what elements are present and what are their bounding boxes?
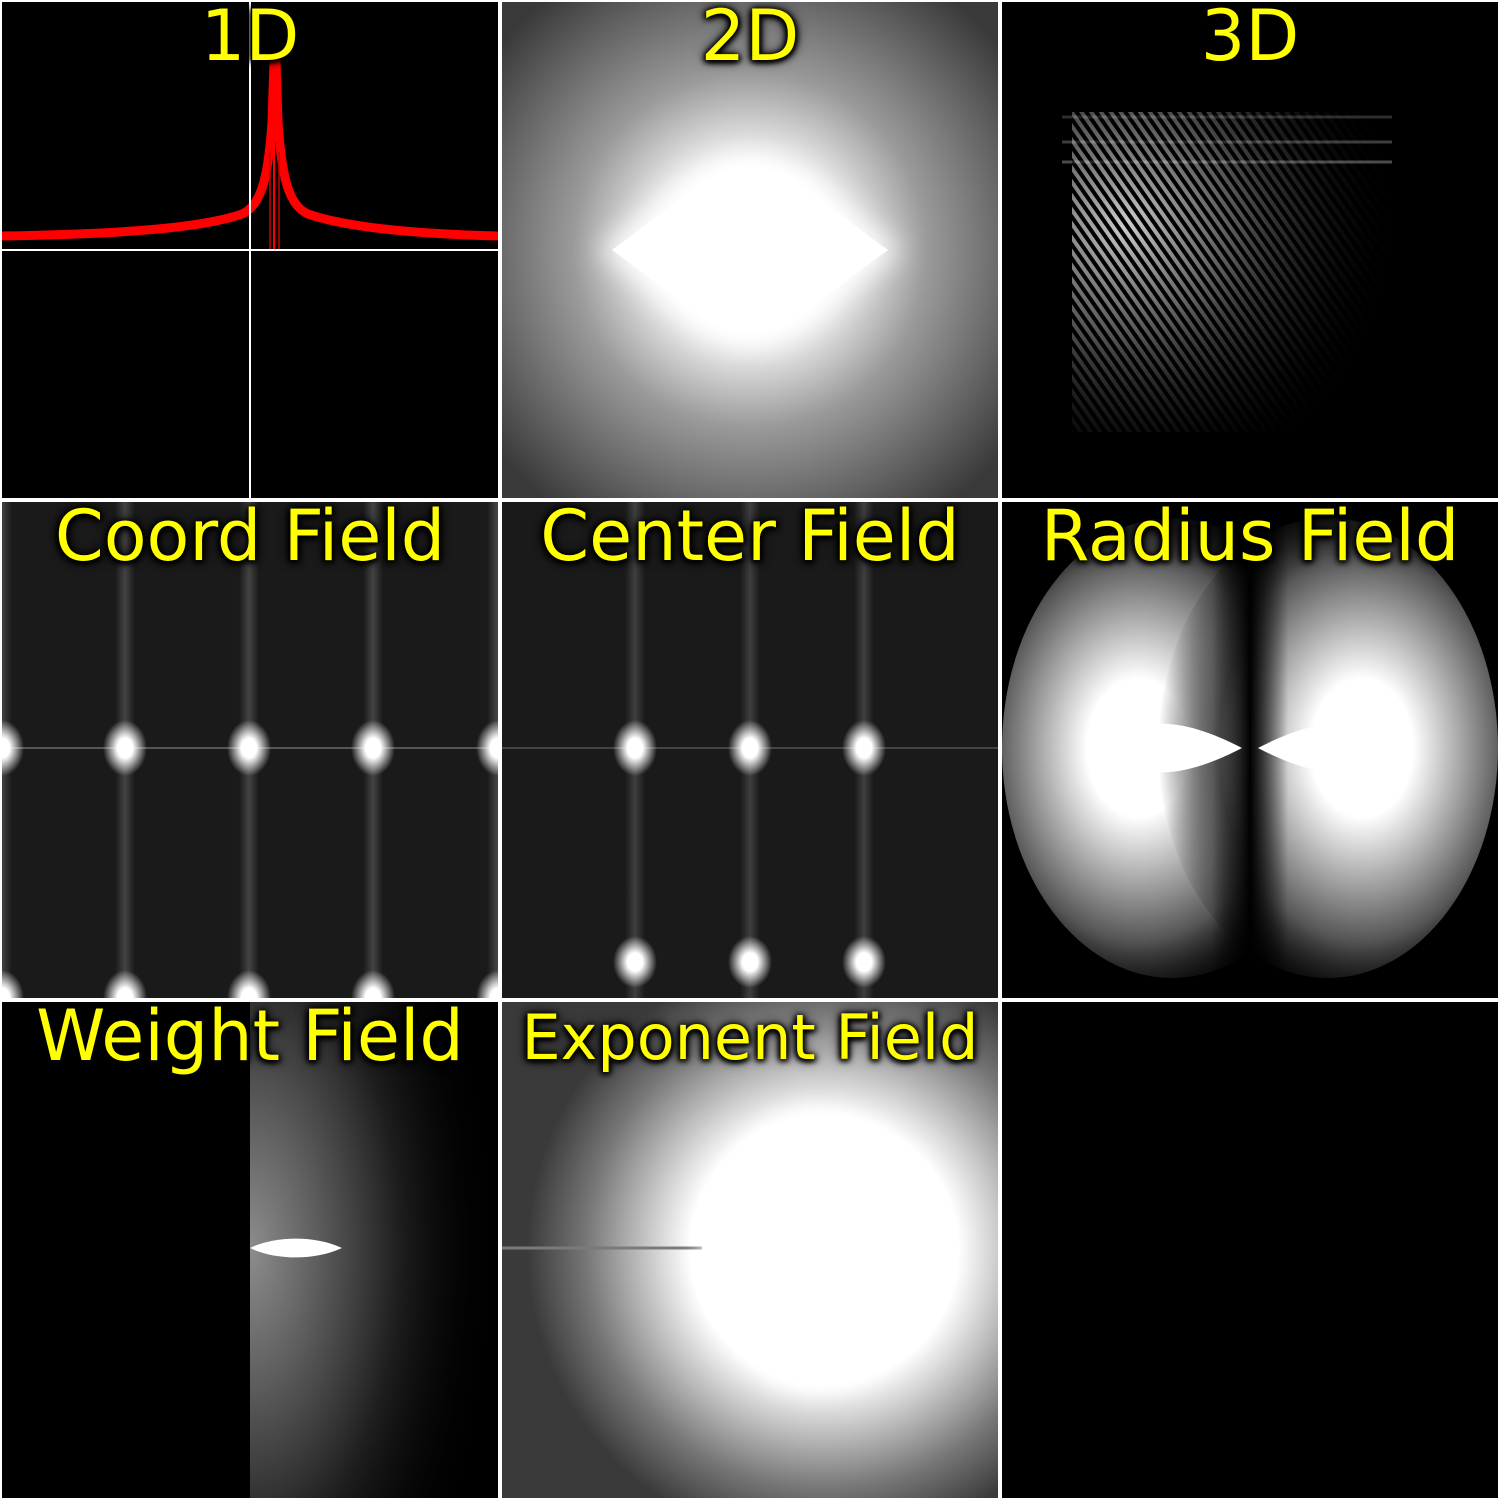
image-2d <box>502 2 998 498</box>
panel-2d: 2D <box>502 2 998 498</box>
image-exponent-field <box>502 1002 998 1498</box>
panel-title: 1D <box>200 2 300 77</box>
x-axis-line <box>2 249 498 251</box>
weight-blob <box>250 1238 342 1258</box>
panel-3d: 3D <box>1002 2 1498 498</box>
image-center-field <box>502 502 998 998</box>
image-weight-field <box>2 1002 498 1498</box>
image-coord-field <box>2 502 498 998</box>
image-3d <box>1002 2 1498 498</box>
right-lobe <box>1258 723 1394 773</box>
panel-title: 2D <box>700 2 800 77</box>
panel-radius-field: Radius Field <box>1002 502 1498 998</box>
image-radius-field <box>1002 502 1498 998</box>
panel-title: Center Field <box>540 502 960 577</box>
panel-weight-field: Weight Field <box>2 1002 498 1498</box>
panel-title: Weight Field <box>36 1002 464 1077</box>
panel-exponent-field: Exponent Field <box>502 1002 998 1498</box>
panel-title: Coord Field <box>54 502 446 577</box>
panel-1d: 1D <box>2 2 498 498</box>
panel-title: Exponent Field <box>521 1002 979 1074</box>
panel-title: 3D <box>1200 2 1300 77</box>
left-lobe <box>1106 723 1242 773</box>
panel-empty <box>1002 1002 1498 1498</box>
exponent-blob <box>698 1109 921 1391</box>
panel-center-field: Center Field <box>502 502 998 998</box>
panel-coord-field: Coord Field <box>2 502 498 998</box>
panel-title: Radius Field <box>1040 502 1460 577</box>
